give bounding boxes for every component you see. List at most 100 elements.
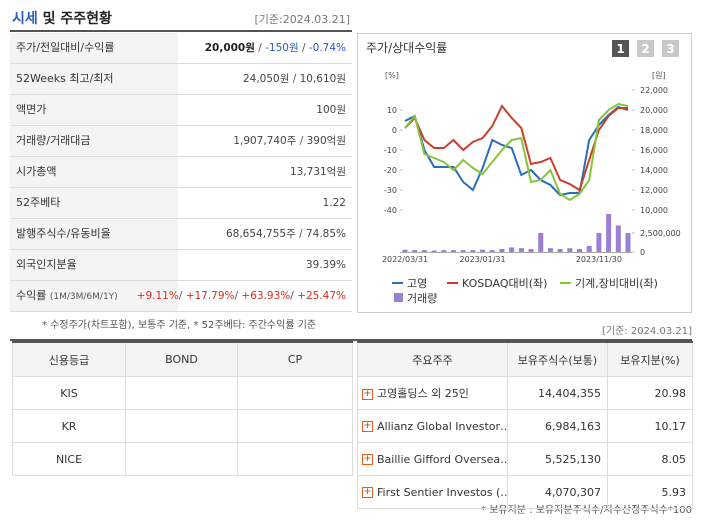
header-cell: 보유주식수(보통): [507, 341, 608, 377]
series-line: [404, 104, 628, 192]
holder-shares: 6,984,163: [507, 409, 608, 443]
series-line: [404, 102, 629, 202]
separator: /: [295, 228, 306, 240]
holder-shares: 4,070,307: [507, 475, 608, 509]
expand-icon[interactable]: +: [362, 454, 373, 465]
volume-bar: [450, 250, 456, 252]
y3-tick-label: 0: [640, 248, 645, 257]
y-tick-label: 0: [392, 126, 397, 135]
label-text: 수익률: [16, 289, 47, 302]
x-tick-label: 2023/01/31: [460, 255, 506, 264]
row-value: 10,610원: [299, 73, 346, 85]
holder-name: + Baillie Gifford Oversea…: [357, 442, 508, 476]
volume-bar: [509, 247, 515, 252]
volume-bar: [480, 249, 486, 252]
row-value: 74.85%: [305, 228, 346, 240]
section-title: 시세 및 주주현황: [12, 8, 112, 28]
holder-name: + First Sentier Investos (…: [357, 475, 508, 509]
summary-note: * 수정주가(차트포함), 보통주 기준, * 52주베타: 주간수익률 기준: [42, 320, 317, 331]
row-values: 24,050원 / 10,610원: [243, 64, 346, 94]
summary-row: 발행주식수/유동비율 68,654,755주 / 74.85%: [10, 219, 352, 250]
row-values: 1.22: [323, 188, 346, 218]
summary-row: 액면가 100원: [10, 95, 352, 126]
label-text: 발행주식수/유동비율: [16, 227, 111, 240]
expand-icon[interactable]: +: [362, 487, 373, 498]
expand-icon[interactable]: +: [362, 388, 373, 400]
volume-bar: [431, 250, 437, 252]
separator: /: [234, 290, 242, 302]
tab-button[interactable]: [637, 40, 654, 57]
chart-panel: [357, 33, 692, 313]
row-values: 68,654,755주 / 74.85%: [226, 219, 346, 249]
y2-tick-label: 16,000: [640, 146, 668, 155]
credit-row: KR: [12, 409, 353, 443]
divider: [10, 339, 692, 341]
expand-icon[interactable]: +: [362, 421, 373, 432]
y2-tick-label: 20,000: [640, 106, 668, 115]
row-value: 20,000원: [204, 42, 255, 54]
label-text: 액면가: [16, 103, 47, 116]
row-value: 39.39%: [305, 259, 346, 271]
holder-row: + First Sentier Investos (… 4,070,307 5.93: [357, 475, 693, 509]
volume-bar: [460, 250, 466, 252]
label-text: 52Weeks 최고/최저: [16, 72, 114, 85]
volume-bar: [538, 233, 544, 252]
row-values: 1,907,740주 / 390억원: [233, 126, 346, 156]
bond-cell: [125, 442, 238, 476]
agency: KR: [12, 409, 126, 443]
base-date: [기준:2024.03.21]: [254, 13, 350, 26]
volume-bar: [412, 250, 418, 252]
row-label: 52주베타: [10, 188, 178, 218]
volume-bar: [489, 250, 495, 252]
agency: NICE: [12, 442, 126, 476]
x-tick-label: 2023/11/30: [576, 255, 622, 264]
row-value: 24,050원: [242, 73, 290, 85]
row-value: 13,731억원: [289, 166, 346, 178]
tab-label[interactable]: 3: [666, 42, 674, 56]
label-text: 주가/전일대비/수익률: [16, 41, 115, 54]
credit-row: NICE: [12, 442, 353, 476]
holder-text: First Sentier Investos (…: [377, 485, 508, 499]
row-value: 1.22: [322, 197, 346, 209]
row-label: 거래량/거래대금: [10, 126, 178, 156]
chart: 주가/상대수익률 1 2 3 [%] [원] 10 0 -10 -20 -30 -40 22,000 20…: [366, 40, 681, 305]
filler-row: [13, 476, 353, 509]
row-value: +17.79%: [185, 290, 235, 302]
bond-cell: [125, 376, 238, 410]
holder-name: + 고영홀딩스 외 25인: [357, 376, 508, 410]
credit-row: KIS: [12, 376, 353, 410]
agency: KIS: [12, 376, 126, 410]
summary-row: 거래량/거래대금 1,907,740주 / 390억원: [10, 126, 352, 157]
header-cell: 보유지분(%): [607, 341, 693, 377]
y2-tick-label: 18,000: [640, 126, 668, 135]
summary-row: 주가/전일대비/수익률 20,000원 / -150원 / -0.74%: [10, 33, 352, 64]
holder-pct: 5.93: [607, 475, 693, 509]
cp-cell: [237, 442, 353, 476]
legend-label: KOSDAQ대비(좌): [462, 277, 547, 290]
tab-button[interactable]: [662, 40, 679, 57]
volume-bar: [499, 248, 505, 252]
x-tick-label: 2022/03/31: [382, 255, 428, 264]
y-tick-label: -10: [384, 146, 397, 155]
row-values: 13,731억원: [290, 157, 346, 187]
label-text: 52주베타: [16, 196, 61, 209]
volume-bar: [441, 250, 447, 252]
separator: /: [289, 73, 300, 85]
summary-row: 52Weeks 최고/최저 24,050원 / 10,610원: [10, 64, 352, 95]
y2-tick-label: 10,000: [640, 206, 668, 215]
row-values: 39.39%: [306, 250, 346, 280]
divider: [10, 30, 352, 32]
tab-button[interactable]: [612, 40, 629, 57]
holder-name: + Allianz Global Investor…: [357, 409, 508, 443]
holder-row: + 고영홀딩스 외 25인 14,404,355 20.98: [357, 376, 693, 410]
label-text: 외국인지분율: [16, 258, 77, 271]
summary-row: 시가총액 13,731억원: [10, 157, 352, 188]
header-cell: BOND: [125, 341, 238, 377]
tab-label[interactable]: 2: [641, 42, 649, 56]
header-row: 주요주주 보유주식수(보통) 보유지분(%): [357, 341, 693, 377]
holder-pct: 20.98: [607, 376, 693, 410]
summary-row: 수익률 (1M/3M/6M/1Y) +9.11%/ +17.79%/ +63.93…: [10, 281, 352, 312]
tab-label[interactable]: 1: [616, 42, 624, 56]
volume-bar: [528, 248, 534, 252]
